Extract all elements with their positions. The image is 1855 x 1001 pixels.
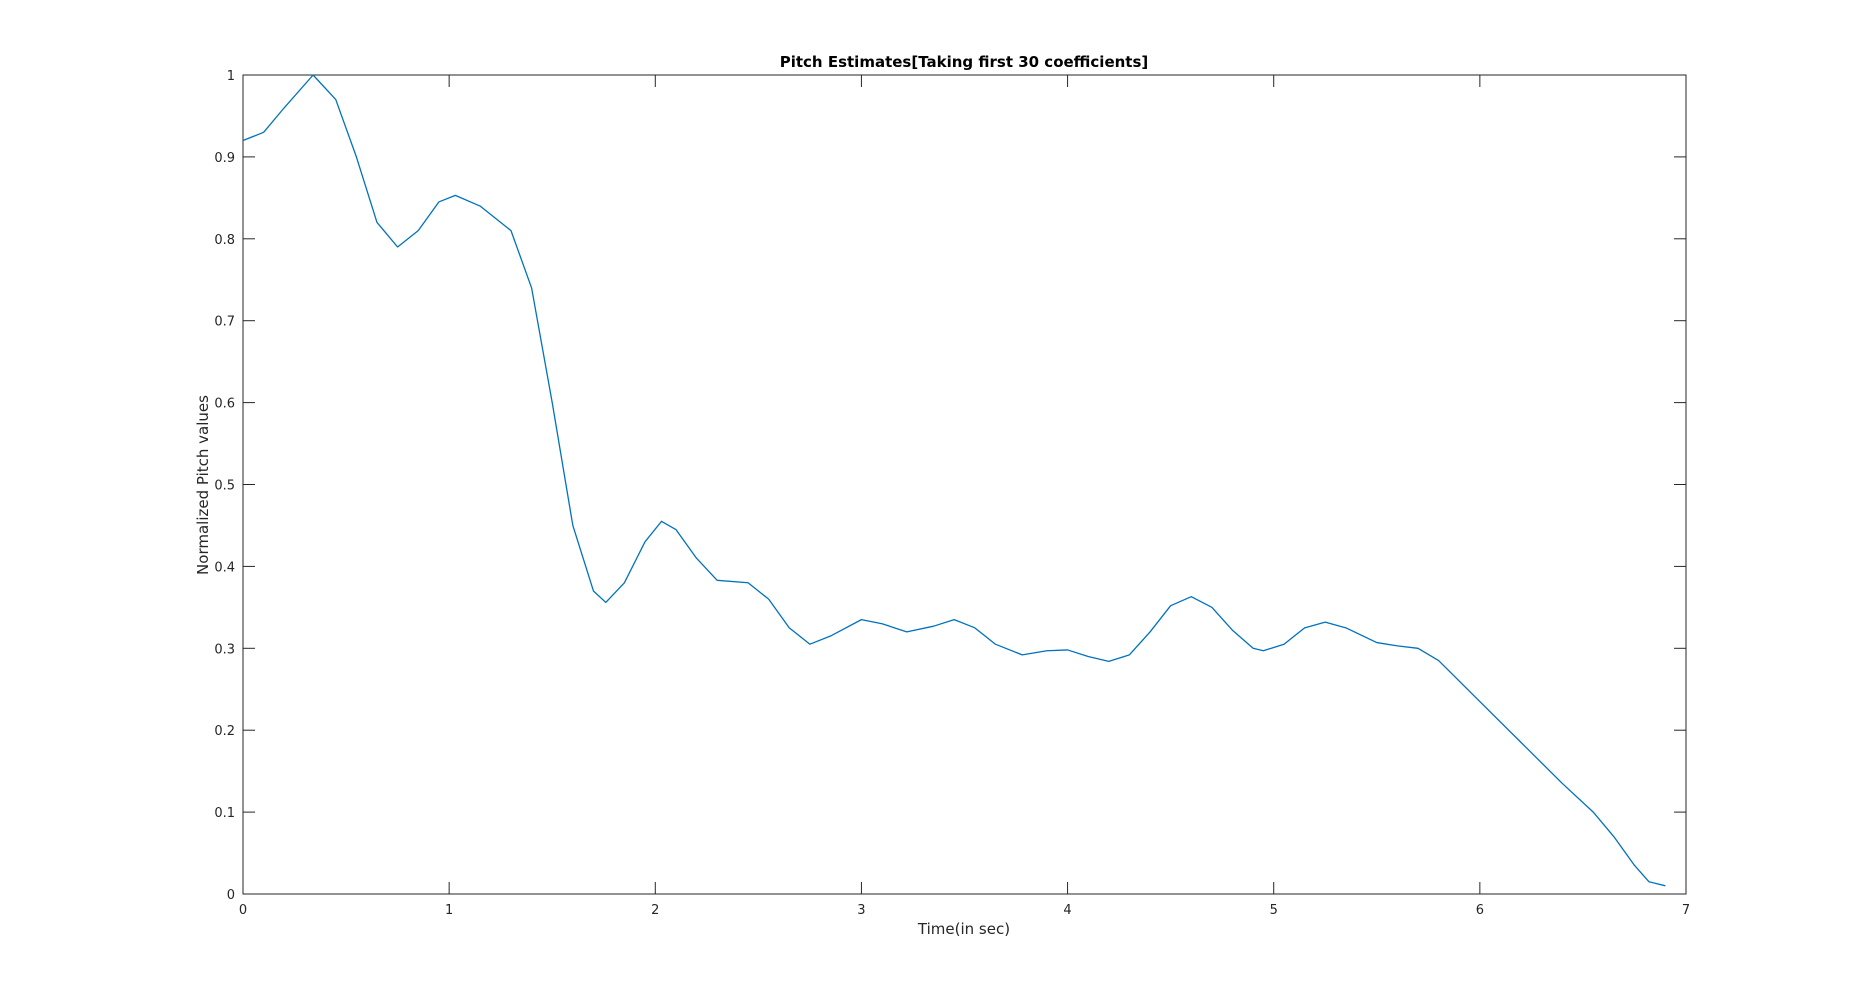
plot-box — [242, 74, 1687, 895]
x-tick-label: 0 — [239, 903, 247, 918]
x-axis-label: Time(in sec) — [917, 920, 1010, 938]
y-tick-label: 0.3 — [214, 642, 235, 657]
y-tick-label: 0.2 — [214, 724, 235, 739]
x-tick-label: 6 — [1476, 903, 1484, 918]
y-tick-label: 0.1 — [214, 806, 235, 821]
y-tick-label: 0.9 — [214, 151, 235, 166]
y-tick-label: 0.7 — [214, 315, 235, 330]
x-tick-label: 7 — [1682, 903, 1690, 918]
y-axis-label: Normalized Pitch values — [194, 395, 212, 575]
x-tick-label: 4 — [1063, 903, 1071, 918]
y-tick-label: 1 — [227, 69, 235, 84]
x-tick-label: 3 — [857, 903, 865, 918]
y-tick-label: 0 — [227, 888, 235, 903]
x-tick-label: 2 — [651, 903, 659, 918]
y-tick-label: 0.4 — [214, 560, 235, 575]
chart-title: Pitch Estimates[Taking first 30 coeffici… — [780, 53, 1149, 71]
y-tick-label: 0.5 — [214, 479, 235, 494]
line-series — [242, 74, 1666, 887]
x-tick-label: 5 — [1270, 903, 1278, 918]
y-tick-label: 0.8 — [214, 233, 235, 248]
y-tick-label: 0.6 — [214, 397, 235, 412]
x-tick-label: 1 — [445, 903, 453, 918]
